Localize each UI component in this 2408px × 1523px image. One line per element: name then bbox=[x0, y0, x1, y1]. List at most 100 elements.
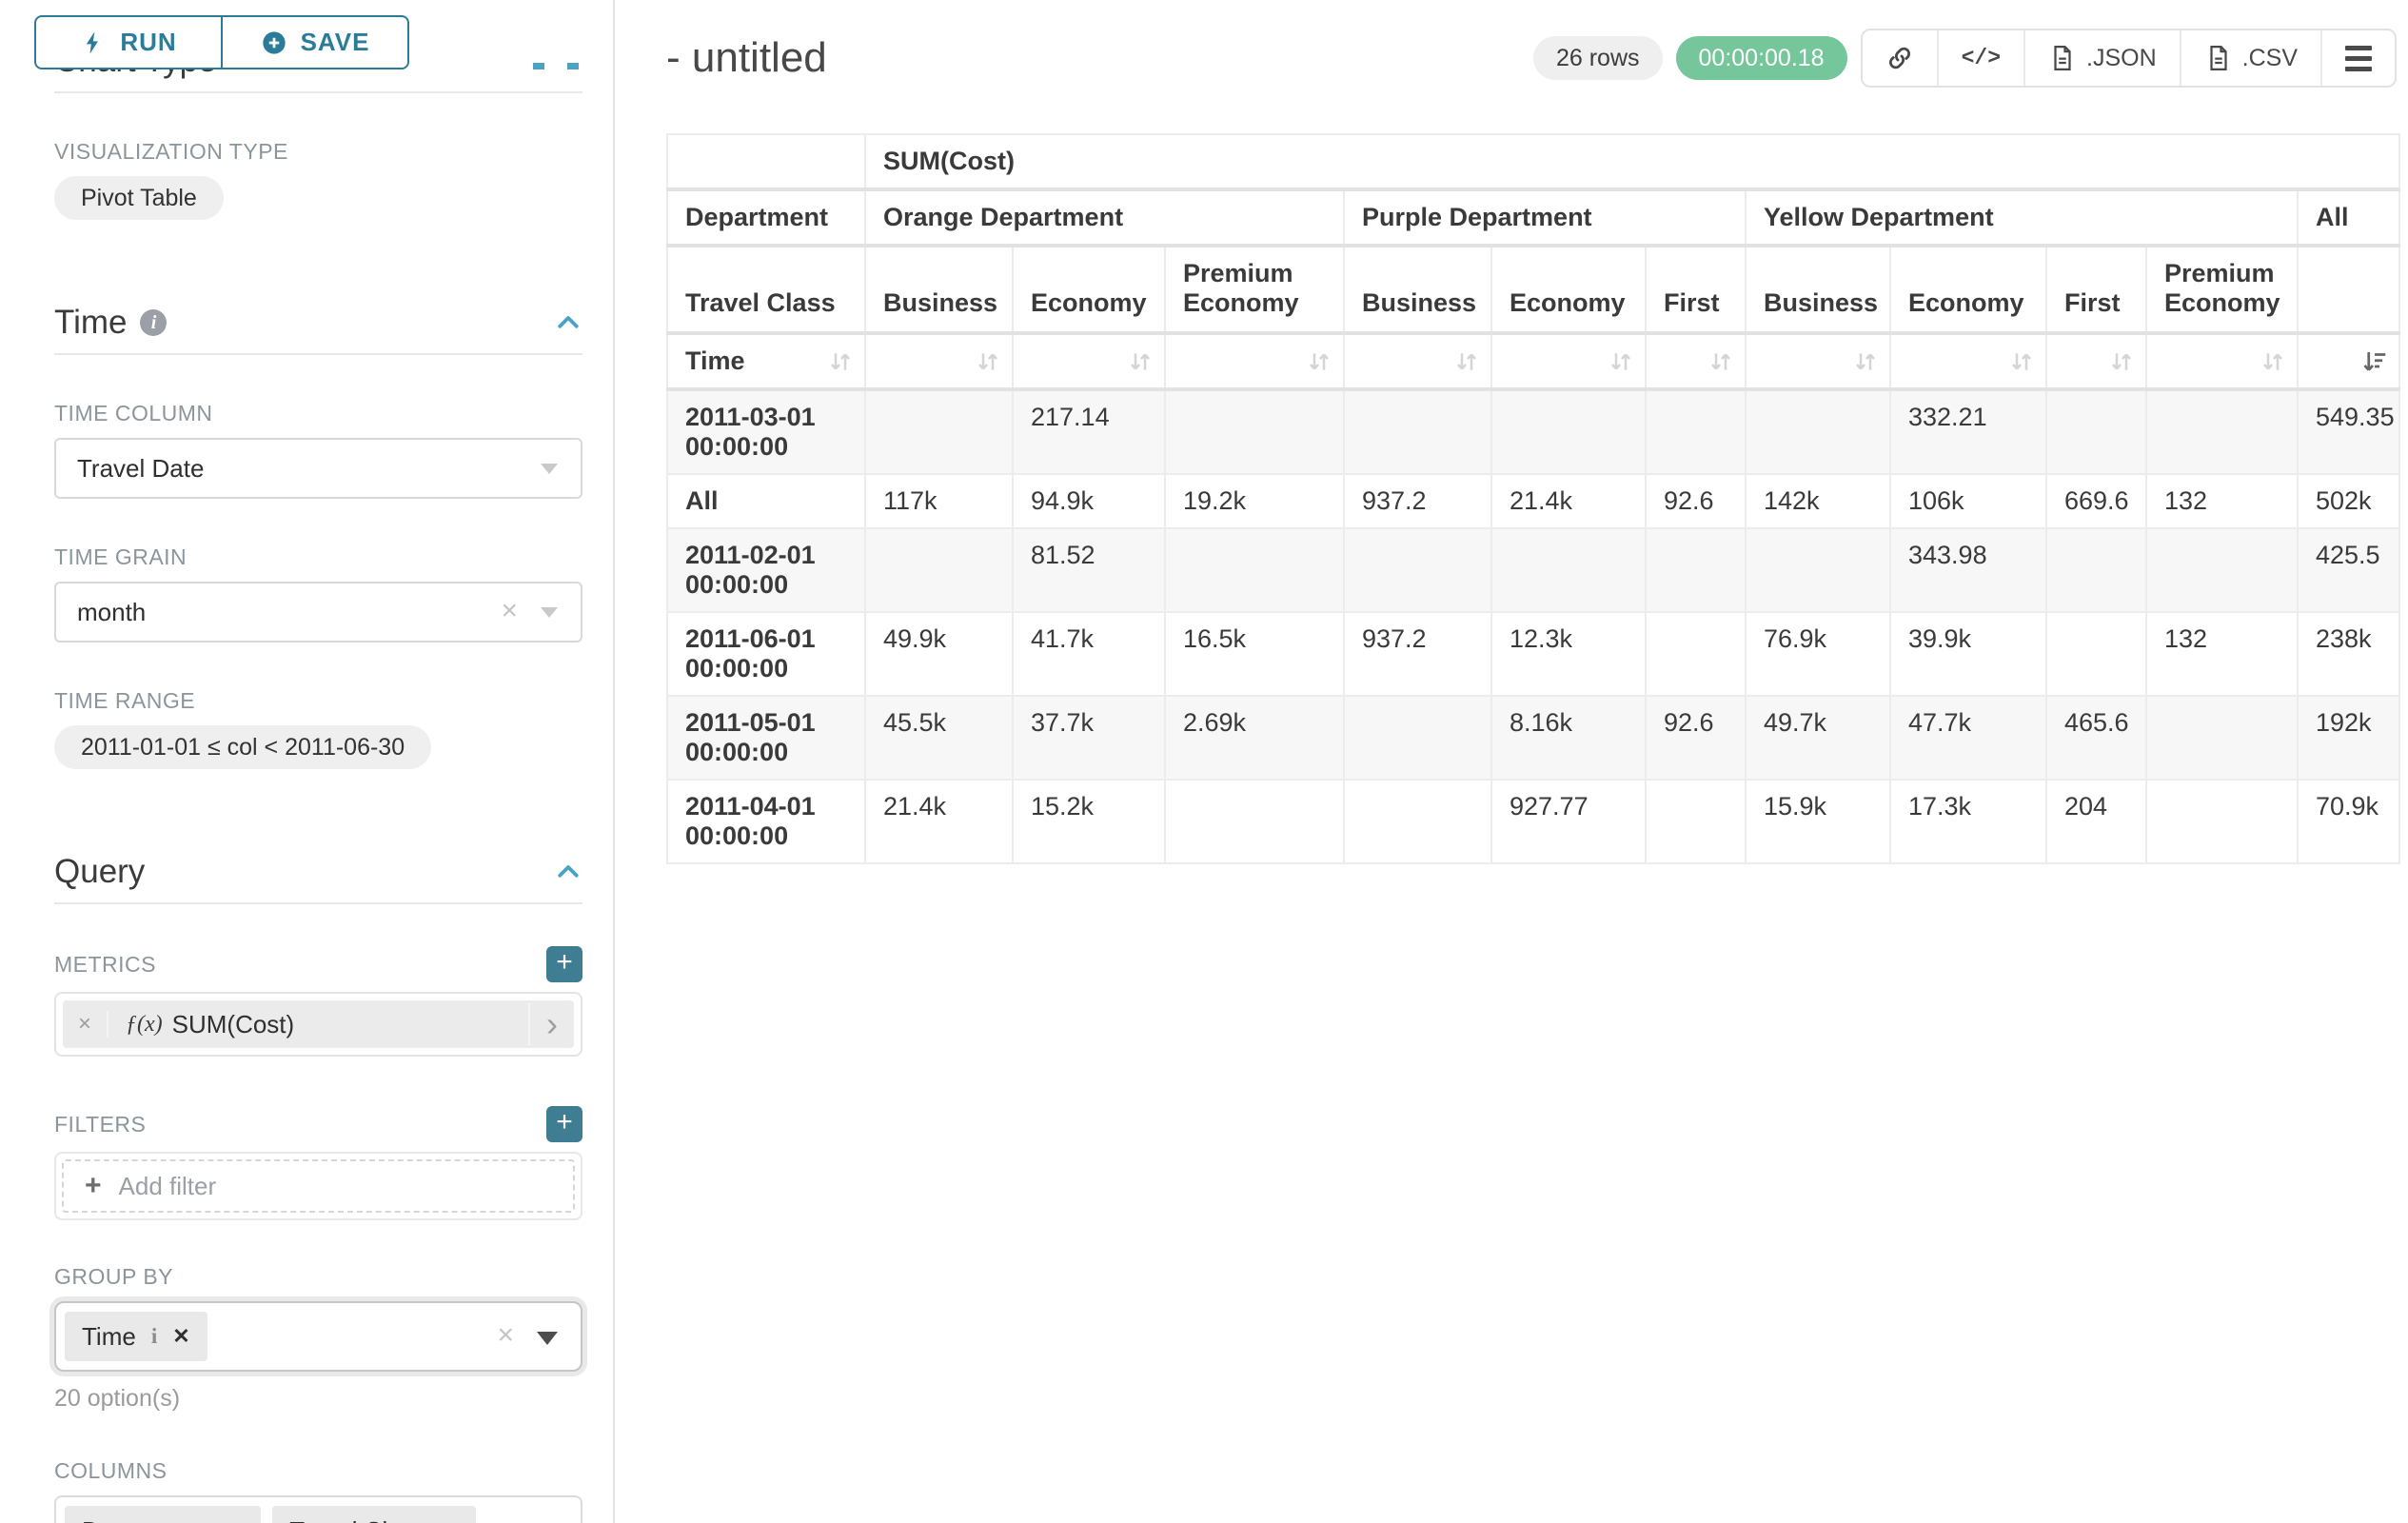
group-by-select[interactable]: Time i ✕ × bbox=[54, 1301, 582, 1372]
add-filter-button[interactable]: + Add filter bbox=[62, 1159, 575, 1213]
tag-label: Travel Class bbox=[289, 1516, 426, 1523]
pivot-cell: 8.16k bbox=[1490, 695, 1647, 781]
pivot-cell: 76.9k bbox=[1745, 611, 1891, 697]
pivot-cell: 21.4k bbox=[1490, 473, 1647, 529]
sort-descending-icon bbox=[2360, 347, 2389, 376]
pivot-table: SUM(Cost) Department Orange Department P… bbox=[666, 133, 2401, 864]
viz-type-pill[interactable]: Pivot Table bbox=[54, 176, 224, 220]
sort-header-cell[interactable] bbox=[2145, 332, 2299, 391]
run-save-button-group: RUN SAVE bbox=[34, 15, 409, 69]
sort-header-cell[interactable] bbox=[1490, 332, 1647, 391]
code-icon: </> bbox=[1961, 46, 2002, 70]
sort-icon bbox=[1305, 347, 1333, 376]
pivot-row: 2011-06-01 00:00:00 49.9k 41.7k 16.5k 937.2 1… bbox=[666, 611, 2401, 697]
chevron-down-icon bbox=[537, 1332, 558, 1345]
view-query-button[interactable]: </> bbox=[1936, 30, 2024, 86]
collapse-query-section[interactable] bbox=[554, 858, 582, 886]
time-grain-select[interactable]: month × bbox=[54, 582, 582, 643]
department-group-cell: Purple Department bbox=[1343, 188, 1747, 247]
pivot-cell: 47.7k bbox=[1889, 695, 2047, 781]
sort-header-cell[interactable] bbox=[1343, 332, 1492, 391]
corner-cell bbox=[666, 133, 866, 191]
save-button-label: SAVE bbox=[300, 28, 370, 56]
export-csv-button[interactable]: .CSV bbox=[2179, 30, 2320, 86]
columns-select[interactable]: Department ✕ Travel Class ✕ × bbox=[54, 1495, 582, 1523]
pivot-cell bbox=[1343, 527, 1492, 613]
control-panel-sidebar: RUN SAVE Chart Type VISUALIZATION TYPE P… bbox=[0, 0, 615, 1523]
all-column-cell: All bbox=[2296, 188, 2401, 247]
department-label-cell: Department bbox=[666, 188, 866, 247]
sort-header-cell[interactable] bbox=[864, 332, 1014, 391]
pivot-row: 2011-04-01 00:00:00 21.4k 15.2k 927.77 15.9k… bbox=[666, 779, 2401, 864]
save-button[interactable]: SAVE bbox=[222, 15, 409, 69]
pivot-cell: 132 bbox=[2145, 611, 2299, 697]
class-header-cell: Premium Economy bbox=[1164, 245, 1345, 335]
lightning-bolt-icon bbox=[87, 30, 99, 54]
pivot-cell: 669.6 bbox=[2045, 473, 2147, 529]
columns-tag[interactable]: Department ✕ bbox=[65, 1506, 262, 1523]
info-icon[interactable]: i bbox=[140, 309, 168, 336]
pivot-cell: 142k bbox=[1745, 473, 1891, 529]
pivot-cell bbox=[1343, 779, 1492, 864]
pivot-cell: 106k bbox=[1889, 473, 2047, 529]
run-button[interactable]: RUN bbox=[34, 15, 222, 69]
department-header-row: Department Orange Department Purple Depa… bbox=[666, 188, 2401, 247]
export-json-button[interactable]: .JSON bbox=[2023, 30, 2180, 86]
add-filter-plus-button[interactable]: + bbox=[546, 1106, 582, 1142]
metric-pill[interactable]: × ƒ(x) SUM(Cost) › bbox=[63, 1000, 574, 1048]
remove-tag-icon[interactable]: ✕ bbox=[227, 1518, 244, 1523]
pivot-cell bbox=[2045, 611, 2147, 697]
pivot-cell: 70.9k bbox=[2296, 779, 2401, 864]
filters-label: FILTERS bbox=[54, 1111, 147, 1137]
pivot-cell bbox=[1343, 388, 1492, 475]
pivot-cell bbox=[2145, 388, 2299, 475]
sort-icon bbox=[2259, 347, 2287, 376]
chevron-up-icon bbox=[558, 865, 579, 878]
clear-icon[interactable]: × bbox=[497, 1318, 514, 1351]
pivot-cell: 204 bbox=[2045, 779, 2147, 864]
pivot-cell bbox=[1745, 388, 1891, 475]
time-column-select[interactable]: Travel Date bbox=[54, 438, 582, 499]
pivot-row-label: 2011-02-01 00:00:00 bbox=[666, 527, 866, 613]
copy-link-button[interactable] bbox=[1862, 30, 1937, 86]
add-metric-button[interactable]: + bbox=[546, 946, 582, 982]
info-icon[interactable]: i bbox=[150, 1324, 158, 1348]
row-count-badge: 26 rows bbox=[1532, 36, 1663, 80]
pivot-row: 2011-02-01 00:00:00 81.52 343.98 425.5 bbox=[666, 527, 2401, 613]
time-range-pill[interactable]: 2011-01-01 ≤ col < 2011-06-30 bbox=[54, 725, 432, 769]
menu-button[interactable] bbox=[2320, 30, 2395, 86]
clipped-icon-dot bbox=[533, 63, 544, 69]
pivot-cell: 937.2 bbox=[1343, 473, 1492, 529]
metric-header-cell: SUM(Cost) bbox=[863, 133, 2401, 191]
sort-header-cell[interactable] bbox=[1012, 332, 1166, 391]
pivot-cell: 45.5k bbox=[864, 695, 1014, 781]
pivot-cell: 92.6 bbox=[1645, 473, 1747, 529]
pivot-cell: 2.69k bbox=[1164, 695, 1345, 781]
sort-header-cell[interactable] bbox=[1889, 332, 2047, 391]
json-button-label: .JSON bbox=[2086, 44, 2157, 71]
chevron-down-icon bbox=[541, 607, 558, 618]
metric-header-row: SUM(Cost) bbox=[666, 133, 2401, 191]
sort-header-cell[interactable] bbox=[1745, 332, 1891, 391]
sort-desc-header-cell[interactable] bbox=[2296, 332, 2401, 391]
expand-metric-icon[interactable]: › bbox=[528, 1003, 574, 1045]
metrics-container: × ƒ(x) SUM(Cost) › bbox=[54, 992, 582, 1057]
pivot-cell bbox=[2045, 527, 2147, 613]
remove-metric-icon[interactable]: × bbox=[63, 1011, 109, 1038]
department-group-cell: Yellow Department bbox=[1745, 188, 2299, 247]
sort-header-cell[interactable] bbox=[1164, 332, 1345, 391]
columns-tag[interactable]: Travel Class ✕ bbox=[272, 1506, 477, 1523]
sort-header-cell[interactable] bbox=[2045, 332, 2147, 391]
sort-header-cell[interactable] bbox=[1645, 332, 1747, 391]
sort-icon bbox=[1607, 347, 1635, 376]
sort-header-cell[interactable]: Time bbox=[666, 332, 866, 391]
group-by-tag[interactable]: Time i ✕ bbox=[65, 1312, 207, 1361]
clear-icon[interactable]: × bbox=[501, 594, 518, 626]
travel-class-label-cell: Travel Class bbox=[666, 245, 866, 335]
chart-title[interactable]: - untitled bbox=[666, 34, 827, 81]
plus-circle-icon bbox=[262, 30, 286, 54]
remove-tag-icon[interactable]: ✕ bbox=[172, 1324, 190, 1348]
collapse-time-section[interactable] bbox=[554, 308, 582, 337]
remove-tag-icon[interactable]: ✕ bbox=[442, 1518, 459, 1523]
